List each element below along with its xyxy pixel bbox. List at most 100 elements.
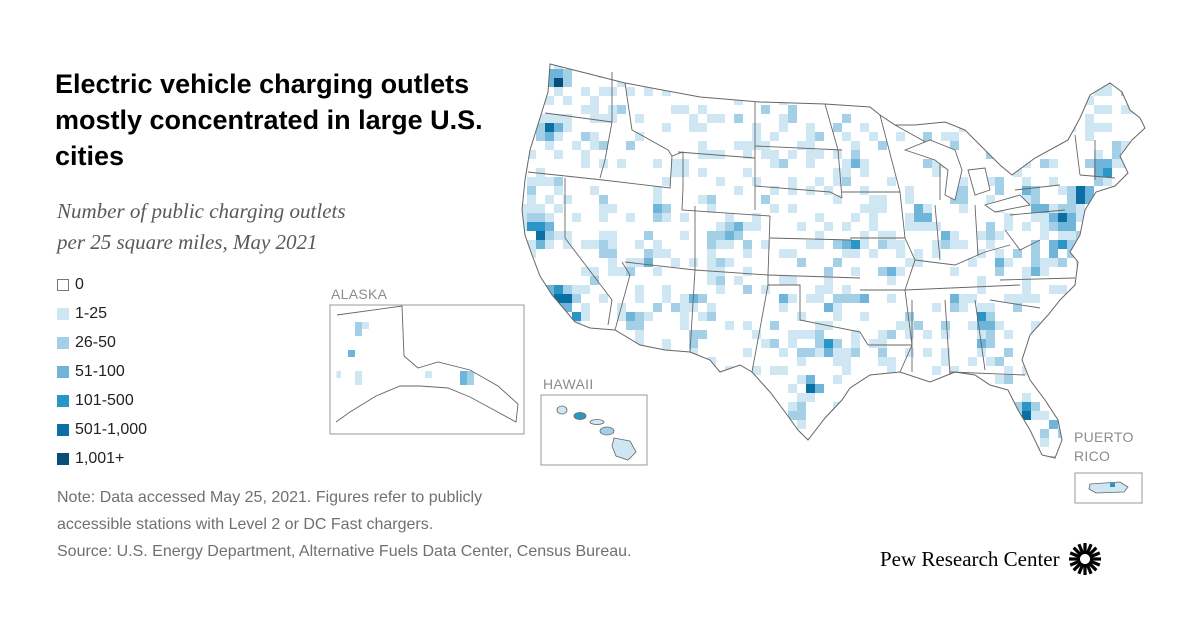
map-cell [1031, 258, 1040, 267]
map-cell [896, 375, 905, 384]
map-cell [941, 96, 950, 105]
map-cell [563, 195, 572, 204]
map-cell [527, 330, 536, 339]
map-cell [851, 348, 860, 357]
map-cell [1085, 132, 1094, 141]
map-cell [1031, 240, 1040, 249]
map-cell [869, 339, 878, 348]
map-cell [527, 222, 536, 231]
map-cell [1004, 456, 1013, 458]
map-cell [1040, 159, 1049, 168]
map-cell [734, 114, 743, 123]
map-cell [1094, 159, 1103, 168]
map-cell [806, 294, 815, 303]
map-cell [554, 114, 563, 123]
map-cell [689, 411, 698, 420]
map-cell [671, 105, 680, 114]
map-cell [635, 285, 644, 294]
map-cell [599, 240, 608, 249]
map-cell [662, 294, 671, 303]
map-cell [950, 240, 959, 249]
map-cell [1067, 87, 1076, 96]
map-cell [1094, 294, 1103, 303]
map-cell [1139, 204, 1145, 213]
map-cell [1022, 393, 1031, 402]
map-cell [968, 294, 977, 303]
map-cell [1148, 447, 1157, 456]
map-cell [725, 64, 734, 69]
map-cell [1031, 213, 1040, 222]
map-cell [707, 204, 716, 213]
map-cell [797, 348, 806, 357]
map-cell [1022, 69, 1031, 78]
map-cell [1130, 78, 1139, 87]
map-cell [590, 357, 599, 366]
map-cell [797, 456, 806, 458]
map-cell [680, 294, 689, 303]
puerto-rico-inset: PUERTO RICO [1074, 429, 1143, 504]
map-cell [522, 222, 527, 231]
map-cell [950, 267, 959, 276]
map-cell [545, 195, 554, 204]
chart-subtitle: Number of public charging outlets per 25… [57, 196, 487, 258]
map-cell [635, 339, 644, 348]
map-cell [355, 322, 362, 329]
map-cell [1121, 150, 1130, 159]
map-cell [788, 294, 797, 303]
map-cell [914, 258, 923, 267]
map-cell [1022, 186, 1031, 195]
map-cell [1058, 78, 1067, 87]
map-cell [995, 258, 1004, 267]
hawaii-inset: HAWAII [540, 376, 648, 466]
border-new-england [1074, 134, 1116, 180]
map-cell [689, 339, 698, 348]
map-cell [959, 204, 968, 213]
map-cell [1004, 411, 1013, 420]
map-cell [599, 348, 608, 357]
map-cell [1094, 123, 1103, 132]
map-cell [986, 339, 995, 348]
map-cell [1103, 123, 1112, 132]
map-cell [743, 240, 752, 249]
map-cell [599, 64, 608, 69]
map-cell [815, 339, 824, 348]
map-cell [941, 240, 950, 249]
map-cell [671, 258, 680, 267]
border-az-west [614, 261, 631, 331]
map-cell [608, 87, 617, 96]
map-cell [923, 222, 932, 231]
map-cell [878, 348, 887, 357]
map-cell [851, 150, 860, 159]
map-cell [1049, 456, 1058, 458]
border-co-east [767, 215, 771, 276]
map-cell [1040, 366, 1049, 375]
map-cell [1058, 222, 1067, 231]
map-cell [1139, 402, 1145, 411]
map-cell [1031, 402, 1040, 411]
map-cell [887, 69, 896, 78]
map-cell [968, 69, 977, 78]
map-cell [959, 420, 968, 429]
map-cell [698, 384, 707, 393]
map-cell [1004, 64, 1013, 69]
map-cell [1040, 348, 1049, 357]
logo-ray [1069, 559, 1081, 567]
map-cell [752, 222, 761, 231]
map-cell [608, 240, 617, 249]
map-cell [1130, 87, 1139, 96]
source-line: Source: U.S. Energy Department, Alternat… [57, 543, 632, 560]
map-cell [788, 411, 797, 420]
map-cell [923, 213, 932, 222]
map-cell [797, 375, 806, 384]
map-cell [1085, 312, 1094, 321]
map-cell [581, 240, 590, 249]
border-or-ca-nv [527, 171, 604, 181]
map-cell [689, 114, 698, 123]
map-cell [896, 249, 905, 258]
map-cell [986, 438, 995, 447]
map-cell [707, 438, 716, 447]
map-cell [779, 303, 788, 312]
map-cell [527, 420, 536, 429]
map-cell [896, 267, 905, 276]
map-cell [689, 303, 698, 312]
